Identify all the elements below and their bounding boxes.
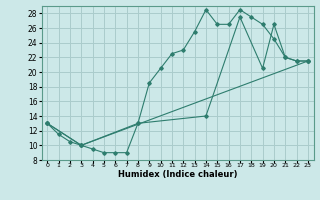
X-axis label: Humidex (Indice chaleur): Humidex (Indice chaleur)	[118, 170, 237, 179]
